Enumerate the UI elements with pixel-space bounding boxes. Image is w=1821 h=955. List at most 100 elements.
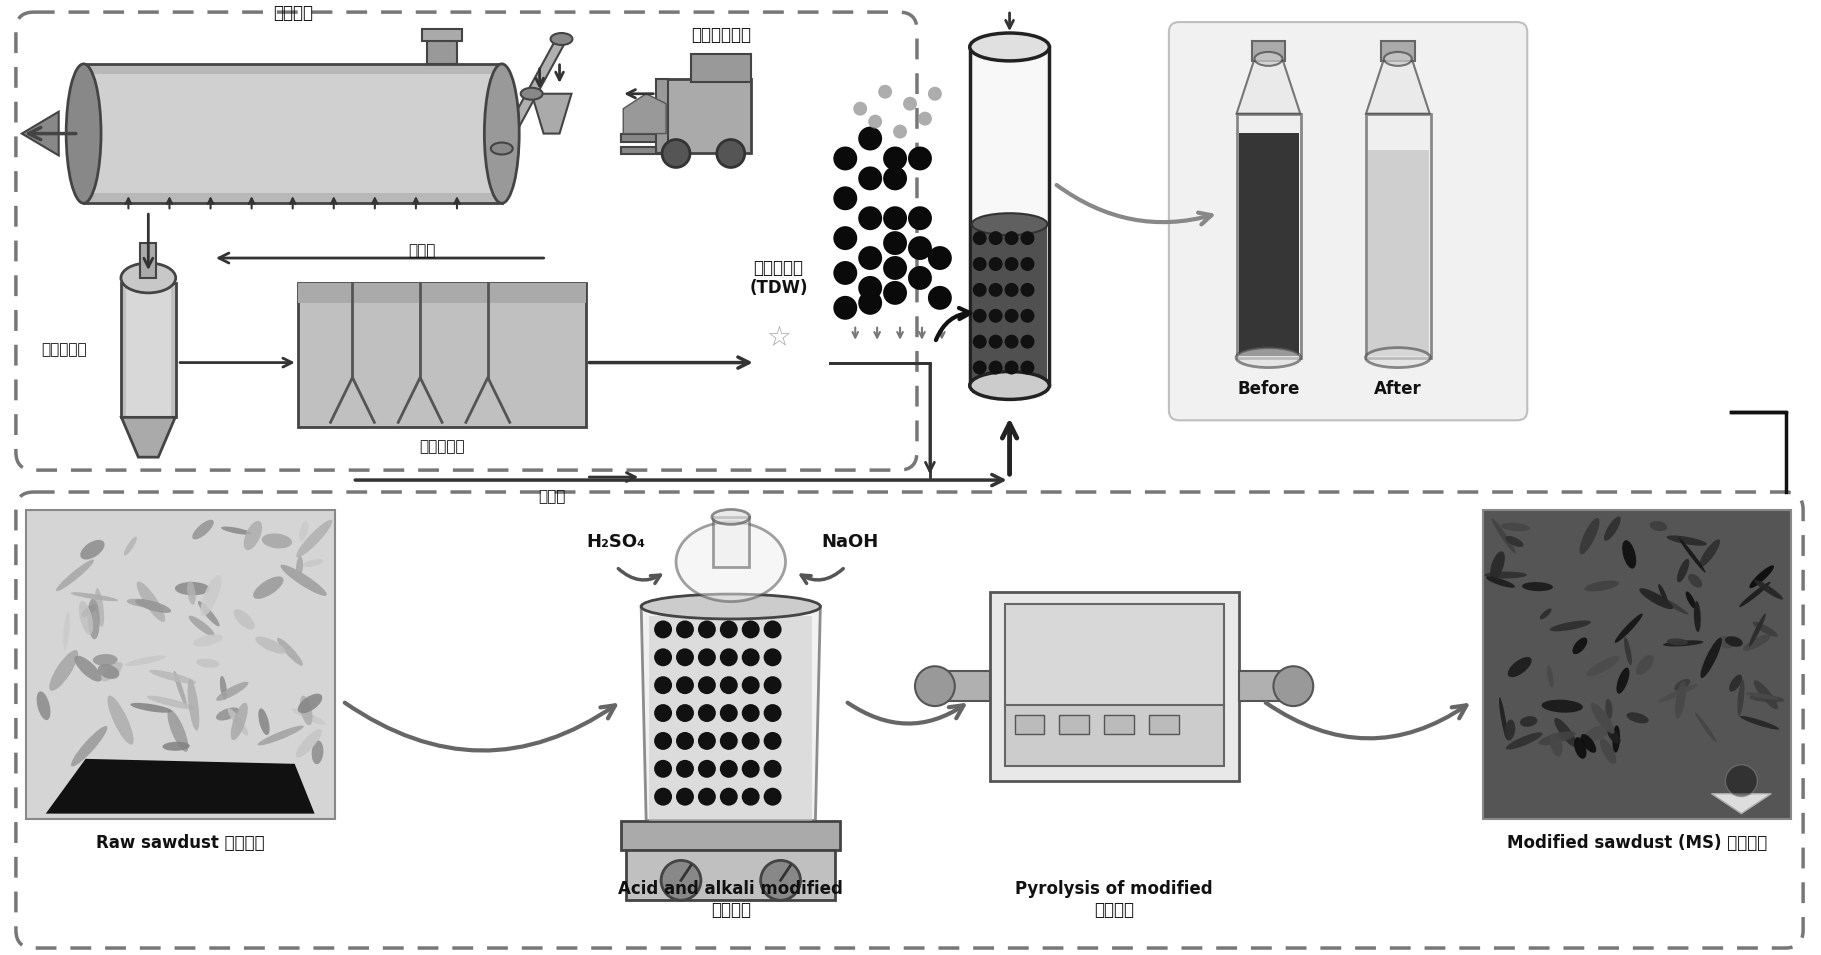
Circle shape — [858, 166, 881, 190]
Ellipse shape — [311, 740, 324, 764]
Circle shape — [654, 732, 672, 750]
Ellipse shape — [1739, 582, 1770, 607]
Ellipse shape — [1573, 637, 1588, 654]
Ellipse shape — [95, 588, 104, 626]
Circle shape — [972, 361, 987, 374]
Ellipse shape — [255, 637, 286, 654]
Circle shape — [883, 206, 907, 230]
Circle shape — [972, 257, 987, 271]
Circle shape — [834, 296, 858, 320]
Circle shape — [763, 704, 781, 722]
Ellipse shape — [277, 638, 302, 666]
Bar — [1236, 114, 1302, 357]
Circle shape — [834, 186, 858, 210]
Ellipse shape — [66, 64, 100, 203]
Text: 热脱附废水
(TDW): 热脱附废水 (TDW) — [748, 259, 809, 297]
Circle shape — [929, 286, 952, 309]
Circle shape — [834, 226, 858, 250]
Ellipse shape — [1659, 684, 1699, 703]
Circle shape — [717, 139, 745, 167]
Ellipse shape — [971, 371, 1049, 399]
Circle shape — [697, 732, 716, 750]
Ellipse shape — [126, 655, 166, 666]
Ellipse shape — [1522, 582, 1553, 591]
Text: 热解吸炉: 热解吸炉 — [273, 4, 313, 22]
Ellipse shape — [80, 540, 104, 560]
Ellipse shape — [1677, 559, 1690, 583]
Ellipse shape — [1626, 712, 1648, 723]
Circle shape — [858, 276, 881, 300]
Ellipse shape — [168, 710, 188, 752]
Ellipse shape — [1739, 716, 1779, 730]
Text: After: After — [1375, 379, 1422, 397]
Circle shape — [869, 115, 881, 129]
Circle shape — [741, 704, 759, 722]
Circle shape — [741, 621, 759, 638]
Ellipse shape — [135, 599, 171, 613]
Bar — [621, 146, 666, 155]
Circle shape — [883, 256, 907, 280]
Text: ☆: ☆ — [767, 324, 790, 351]
Ellipse shape — [297, 520, 331, 558]
Circle shape — [697, 676, 716, 694]
Ellipse shape — [1608, 730, 1621, 744]
Ellipse shape — [1546, 665, 1553, 687]
Circle shape — [741, 676, 759, 694]
Text: 回收油: 回收油 — [537, 489, 565, 504]
Circle shape — [761, 860, 801, 901]
Ellipse shape — [71, 726, 107, 767]
Ellipse shape — [1754, 580, 1783, 600]
Ellipse shape — [1612, 726, 1621, 753]
Circle shape — [697, 760, 716, 777]
Ellipse shape — [1606, 699, 1612, 719]
Circle shape — [1273, 667, 1313, 706]
Ellipse shape — [162, 742, 189, 751]
Ellipse shape — [1624, 637, 1632, 666]
Circle shape — [741, 760, 759, 777]
Bar — [621, 134, 666, 141]
Ellipse shape — [1550, 621, 1592, 631]
Ellipse shape — [1724, 636, 1743, 647]
Ellipse shape — [148, 696, 195, 710]
Circle shape — [909, 146, 932, 170]
Ellipse shape — [1384, 52, 1411, 66]
Ellipse shape — [1255, 52, 1282, 66]
Ellipse shape — [641, 594, 821, 619]
Bar — [940, 671, 989, 701]
Text: 循环水: 循环水 — [408, 244, 435, 259]
Circle shape — [763, 648, 781, 667]
Circle shape — [909, 206, 932, 230]
Ellipse shape — [492, 142, 514, 155]
Ellipse shape — [1584, 581, 1619, 591]
Bar — [1149, 714, 1178, 734]
Circle shape — [719, 732, 738, 750]
Ellipse shape — [1604, 517, 1621, 541]
Bar — [661, 79, 750, 154]
Circle shape — [918, 112, 932, 126]
Bar — [989, 591, 1238, 781]
Circle shape — [883, 281, 907, 305]
Text: NaOH: NaOH — [821, 533, 880, 551]
Ellipse shape — [149, 669, 197, 684]
Ellipse shape — [93, 654, 118, 666]
Bar — [422, 29, 463, 41]
Ellipse shape — [1673, 679, 1690, 690]
Ellipse shape — [1542, 700, 1582, 712]
Ellipse shape — [1750, 695, 1785, 702]
Bar — [1060, 714, 1089, 734]
Circle shape — [883, 231, 907, 255]
Ellipse shape — [1754, 680, 1777, 710]
Circle shape — [972, 334, 987, 349]
Circle shape — [989, 334, 1003, 349]
Text: Before: Before — [1236, 379, 1300, 397]
Ellipse shape — [550, 33, 572, 45]
Polygon shape — [1366, 59, 1429, 114]
Ellipse shape — [1581, 734, 1597, 753]
Bar — [1005, 705, 1224, 766]
Bar — [140, 244, 157, 278]
Circle shape — [719, 621, 738, 638]
Circle shape — [834, 146, 858, 170]
Bar — [1104, 714, 1134, 734]
Polygon shape — [641, 606, 821, 820]
Circle shape — [697, 788, 716, 806]
